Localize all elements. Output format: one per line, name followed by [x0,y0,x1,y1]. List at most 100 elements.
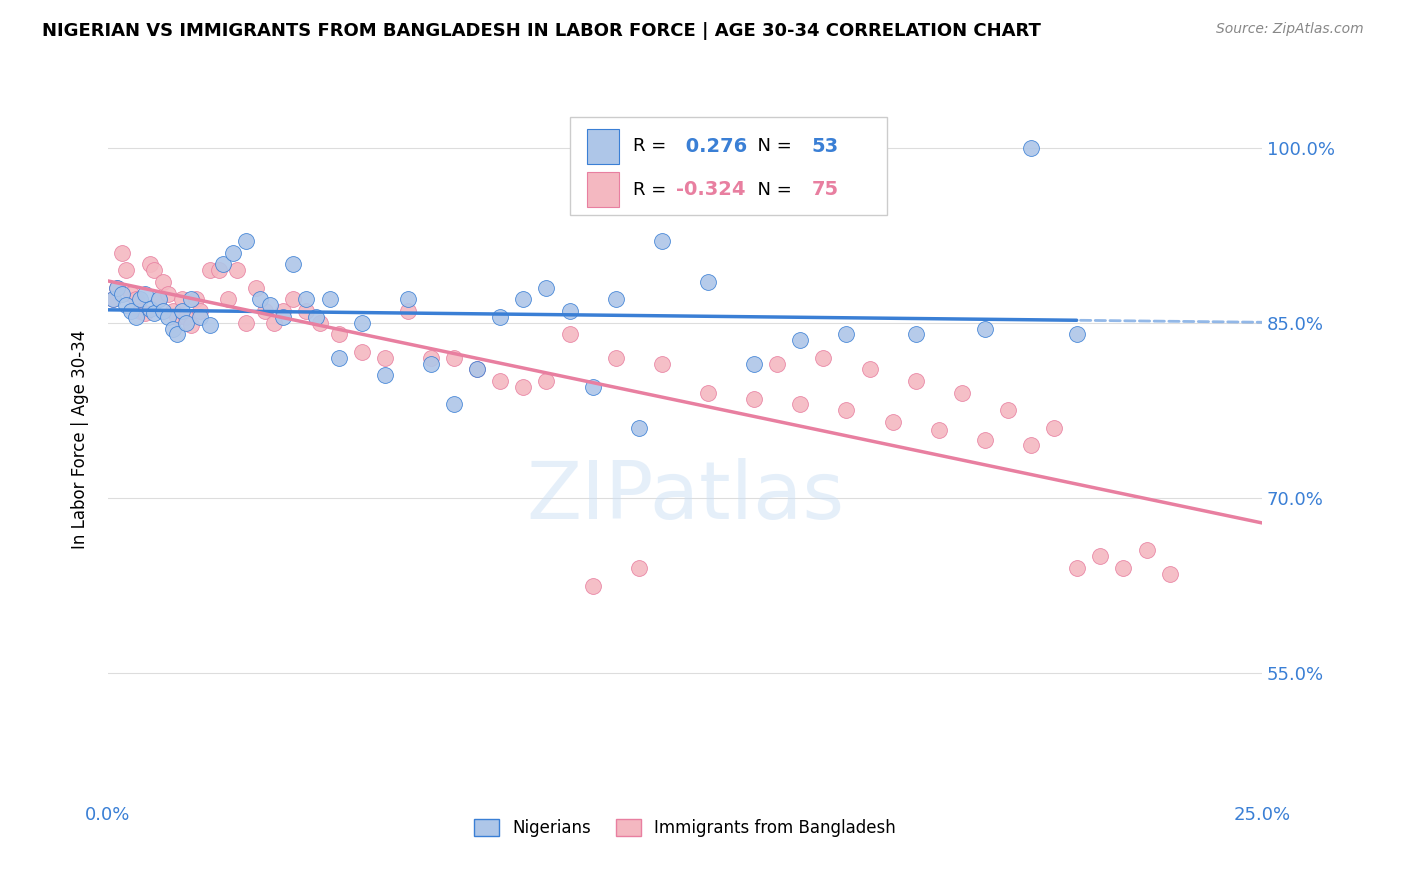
Point [152,304,174,318]
Point [789,397,811,411]
Point [1019,438,1042,452]
Point [950,385,973,400]
Point [156,286,179,301]
Point [789,333,811,347]
Point [350,345,373,359]
Point [212,257,235,271]
Text: 0.276: 0.276 [679,136,748,156]
Point [162,321,184,335]
Point [249,293,271,307]
Point [1066,561,1088,575]
Point [558,304,581,318]
Point [259,298,281,312]
FancyBboxPatch shape [586,128,619,163]
Point [148,293,170,307]
Point [198,318,221,332]
Point [651,234,673,248]
Point [105,281,128,295]
Text: R =: R = [633,181,672,199]
Point [273,304,295,318]
Point [1090,549,1112,564]
Point [489,310,512,324]
Point [396,304,419,318]
Point [742,392,765,406]
Point [835,327,858,342]
Text: 75: 75 [811,180,839,199]
Point [374,368,396,383]
Point [489,374,512,388]
Point [105,281,128,295]
Point [309,316,332,330]
Point [536,374,558,388]
Point [582,578,605,592]
Point [1043,421,1066,435]
Point [235,234,257,248]
Point [813,351,835,365]
Point [443,351,465,365]
Point [904,374,927,388]
Text: N =: N = [747,137,797,155]
Text: R =: R = [633,137,672,155]
Point [281,293,304,307]
Point [443,397,465,411]
Point [273,310,295,324]
Point [904,327,927,342]
FancyBboxPatch shape [569,117,887,215]
Point [129,304,152,318]
Point [651,357,673,371]
FancyBboxPatch shape [586,172,619,207]
Point [928,423,950,437]
Point [120,286,142,301]
Point [198,263,221,277]
Text: -0.324: -0.324 [676,180,745,199]
Point [305,310,328,324]
Point [1135,543,1157,558]
Point [125,293,148,307]
Point [295,304,318,318]
Point [235,316,257,330]
Point [697,275,720,289]
Point [176,310,198,324]
Point [180,293,202,307]
Point [295,293,318,307]
Point [582,380,605,394]
Point [170,304,193,318]
Point [697,385,720,400]
Point [143,306,166,320]
Point [374,351,396,365]
Point [184,293,207,307]
Point [101,293,124,307]
Point [997,403,1019,417]
Point [134,306,156,320]
Point [882,415,904,429]
Point [605,293,627,307]
Point [115,298,138,312]
Point [281,257,304,271]
Point [512,293,534,307]
Point [111,286,134,301]
Point [1159,566,1181,581]
Point [129,293,152,307]
Point [152,275,174,289]
Point [115,263,138,277]
Text: NIGERIAN VS IMMIGRANTS FROM BANGLADESH IN LABOR FORCE | AGE 30-34 CORRELATION CH: NIGERIAN VS IMMIGRANTS FROM BANGLADESH I… [42,22,1040,40]
Point [396,293,419,307]
Y-axis label: In Labor Force | Age 30-34: In Labor Force | Age 30-34 [72,330,89,549]
Point [166,327,188,342]
Point [318,293,340,307]
Point [143,263,166,277]
Point [512,380,534,394]
Point [170,293,193,307]
Text: N =: N = [747,181,797,199]
Point [1112,561,1135,575]
Point [328,327,350,342]
Point [766,357,789,371]
Point [166,310,188,324]
Point [974,321,997,335]
Point [162,304,184,318]
Point [208,263,231,277]
Point [536,281,558,295]
Point [180,318,202,332]
Point [1019,140,1042,154]
Point [420,351,443,365]
